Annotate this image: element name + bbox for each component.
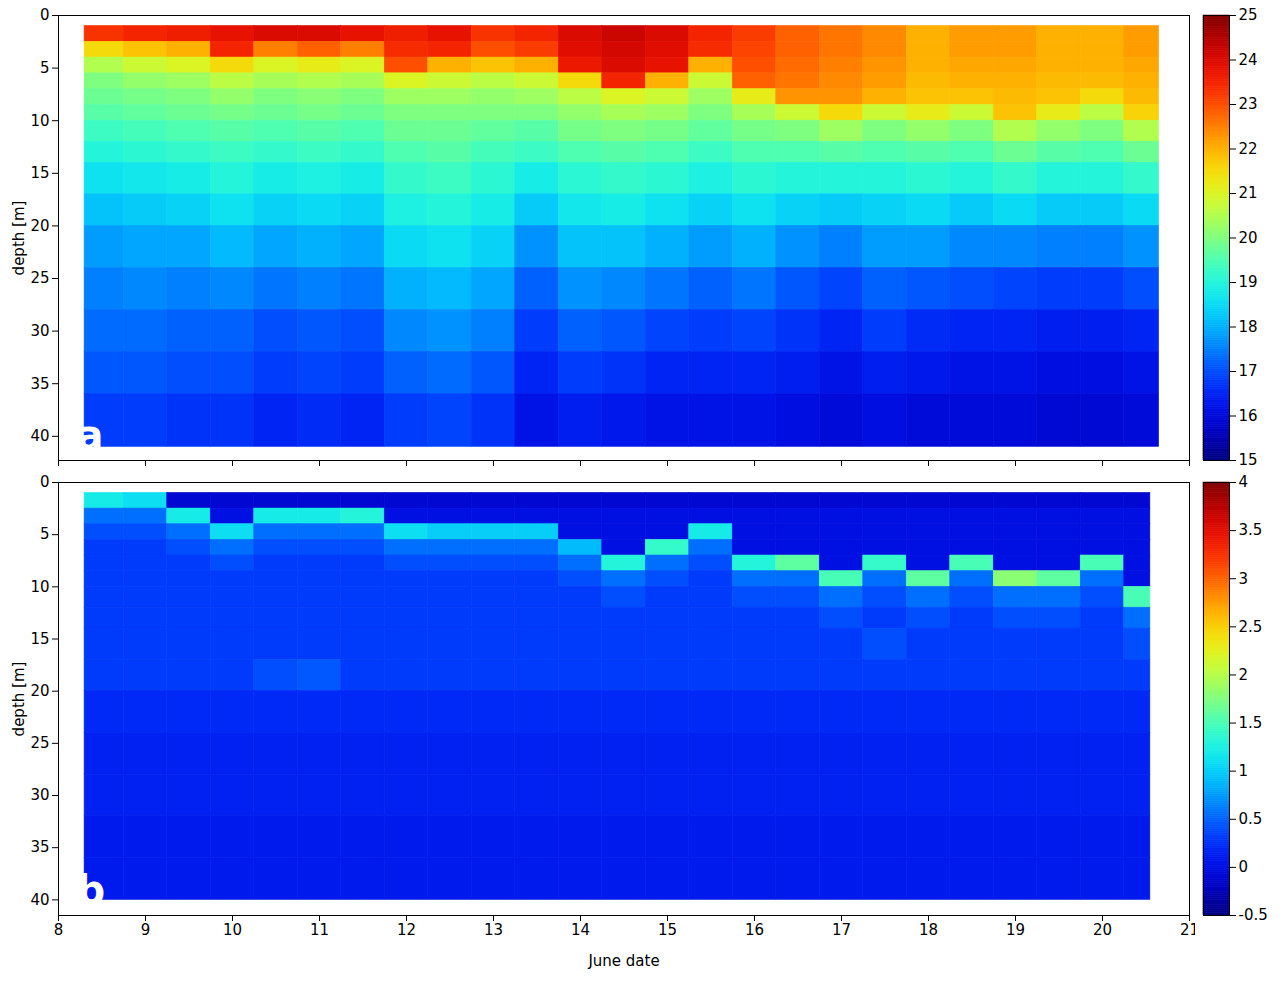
svg-text:0: 0 bbox=[40, 473, 50, 491]
svg-text:18: 18 bbox=[919, 921, 938, 939]
svg-text:-0.5: -0.5 bbox=[1239, 906, 1268, 924]
svg-text:0: 0 bbox=[1239, 858, 1249, 876]
svg-text:17: 17 bbox=[832, 921, 851, 939]
svg-text:17: 17 bbox=[1239, 362, 1258, 380]
svg-text:b: b bbox=[77, 867, 106, 913]
svg-text:20: 20 bbox=[30, 682, 49, 700]
svg-text:21: 21 bbox=[1239, 184, 1258, 202]
svg-text:2.5: 2.5 bbox=[1239, 618, 1263, 636]
svg-text:40: 40 bbox=[30, 427, 49, 445]
svg-text:20: 20 bbox=[1239, 229, 1258, 247]
svg-text:30: 30 bbox=[30, 786, 49, 804]
svg-text:19: 19 bbox=[1239, 273, 1258, 291]
svg-text:3.5: 3.5 bbox=[1239, 521, 1263, 539]
svg-text:16: 16 bbox=[745, 921, 764, 939]
svg-text:18: 18 bbox=[1239, 318, 1258, 336]
svg-text:4: 4 bbox=[1239, 473, 1249, 491]
svg-text:20: 20 bbox=[1093, 921, 1112, 939]
svg-text:11: 11 bbox=[310, 921, 329, 939]
svg-text:21: 21 bbox=[1180, 921, 1199, 940]
svg-text:35: 35 bbox=[30, 838, 49, 856]
svg-text:3: 3 bbox=[1239, 570, 1249, 588]
svg-text:19: 19 bbox=[1006, 921, 1025, 939]
svg-text:12: 12 bbox=[397, 921, 416, 939]
svg-text:0.5: 0.5 bbox=[1239, 810, 1263, 828]
svg-text:20: 20 bbox=[30, 217, 49, 235]
svg-text:0: 0 bbox=[40, 6, 50, 24]
svg-text:16: 16 bbox=[1239, 407, 1258, 425]
svg-text:1.5: 1.5 bbox=[1239, 714, 1263, 732]
svg-text:24: 24 bbox=[1239, 51, 1258, 69]
svg-text:10: 10 bbox=[223, 921, 242, 939]
svg-text:25: 25 bbox=[30, 734, 49, 752]
svg-text:9: 9 bbox=[141, 921, 151, 939]
svg-text:23: 23 bbox=[1239, 95, 1258, 113]
svg-text:13: 13 bbox=[484, 921, 503, 939]
svg-text:40: 40 bbox=[30, 891, 49, 909]
svg-text:depth [m]: depth [m] bbox=[10, 662, 28, 737]
svg-text:14: 14 bbox=[571, 921, 590, 939]
svg-text:8: 8 bbox=[54, 921, 64, 939]
svg-text:22: 22 bbox=[1239, 140, 1258, 158]
svg-text:2: 2 bbox=[1239, 666, 1249, 684]
svg-text:a: a bbox=[77, 412, 104, 458]
svg-text:1: 1 bbox=[1239, 762, 1249, 780]
svg-text:15: 15 bbox=[30, 630, 49, 648]
svg-text:5: 5 bbox=[40, 59, 50, 77]
svg-text:15: 15 bbox=[658, 921, 677, 939]
svg-text:10: 10 bbox=[30, 578, 49, 596]
svg-text:5: 5 bbox=[40, 525, 50, 543]
svg-text:10: 10 bbox=[30, 112, 49, 130]
svg-text:15: 15 bbox=[1239, 451, 1258, 469]
svg-text:35: 35 bbox=[30, 375, 49, 393]
svg-text:25: 25 bbox=[1239, 6, 1258, 24]
svg-text:June date: June date bbox=[587, 952, 659, 970]
svg-text:depth [m]: depth [m] bbox=[10, 201, 28, 276]
svg-text:30: 30 bbox=[30, 322, 49, 340]
svg-text:25: 25 bbox=[30, 269, 49, 287]
svg-text:15: 15 bbox=[30, 164, 49, 182]
